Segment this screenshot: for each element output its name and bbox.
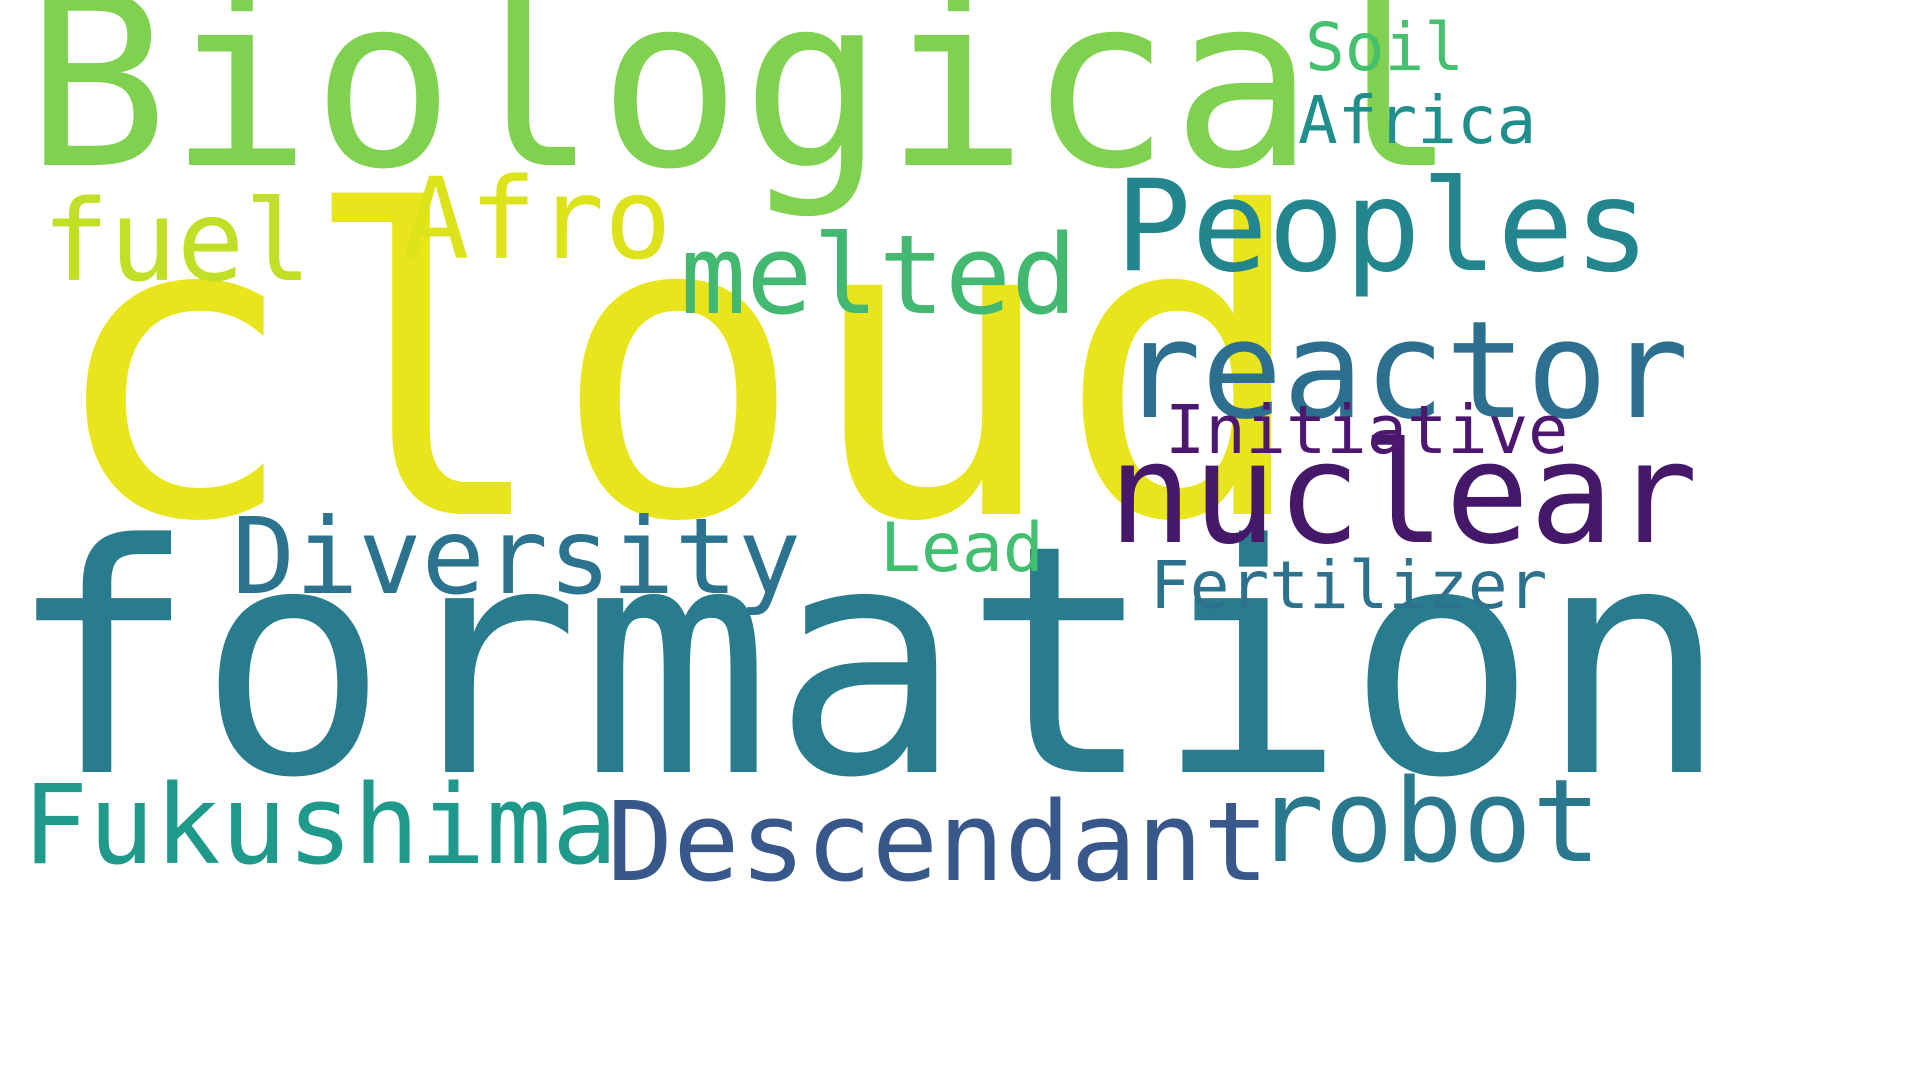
word-fuel: fuel [42, 177, 312, 307]
word-descendant: Descendant [607, 778, 1270, 906]
word-robot: robot [1255, 755, 1602, 889]
word-initiative: Initiative [1165, 391, 1569, 469]
word-biological: Biological [25, 0, 1458, 222]
word-nuclear: nuclear [1108, 413, 1699, 576]
word-lead: Lead [880, 509, 1044, 588]
word-melted: melted [680, 211, 1078, 339]
word-fukushima: Fukushima [22, 761, 619, 889]
word-africa: Africa [1298, 82, 1537, 159]
word-reactor: reactor [1120, 292, 1689, 449]
word-diversity: Diversity [232, 496, 801, 618]
word-formation: formation [6, 477, 1730, 847]
word-cloud-term: cloud [46, 125, 1311, 614]
word-peoples: Peoples [1115, 152, 1651, 300]
word-afro: Afro [402, 155, 672, 285]
word-fertilizer: Fertilizer [1150, 547, 1548, 624]
word-soil: Soil [1305, 9, 1464, 86]
